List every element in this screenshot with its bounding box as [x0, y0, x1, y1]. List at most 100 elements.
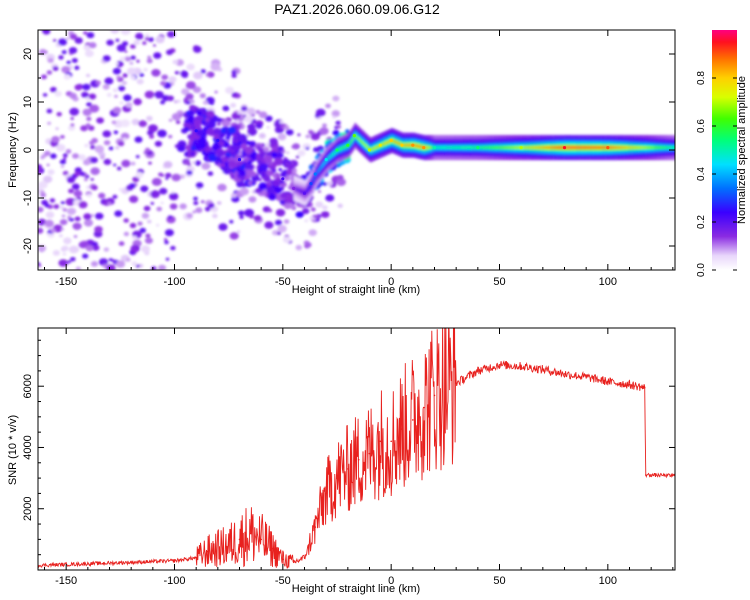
spec-blob — [165, 177, 169, 180]
spec-blob — [167, 95, 174, 102]
spec-blob — [61, 50, 67, 55]
spec-blob — [269, 137, 278, 145]
spec-band — [439, 146, 442, 149]
spec-blob — [52, 66, 59, 71]
spec-band — [619, 146, 622, 149]
snr-xtick-label: -50 — [275, 575, 291, 587]
spec-blob — [284, 203, 292, 210]
spec-blob — [50, 153, 57, 159]
spec-band — [543, 146, 546, 149]
spec-blob — [98, 258, 109, 266]
spec-blob — [302, 208, 310, 215]
spec-blob — [67, 260, 72, 264]
spec-band — [657, 146, 660, 149]
spec-blob — [66, 60, 71, 65]
spec-band — [425, 146, 428, 149]
spec-blob — [332, 130, 340, 136]
spec-blob — [277, 146, 284, 152]
snr-ytick-label: 4000 — [22, 435, 34, 459]
spec-band — [593, 146, 596, 149]
spec-blob — [114, 94, 118, 98]
spec-blob — [279, 120, 284, 124]
colorbar-label: Normalized spectral amplitude — [736, 76, 748, 224]
spec-blob — [102, 55, 111, 62]
spec-blob — [121, 159, 131, 168]
spec-band — [548, 146, 551, 149]
spec-band — [470, 146, 473, 149]
spec-xtick-label: -50 — [275, 276, 291, 288]
colorbar-ticks: 0.0 0.2 0.4 0.6 0.8 — [696, 71, 737, 277]
spec-band — [636, 146, 639, 149]
spec-band — [571, 146, 573, 149]
spec-band — [493, 146, 495, 149]
spec-band — [652, 146, 655, 149]
spec-band — [418, 145, 421, 148]
spec-blob — [202, 100, 209, 105]
snr-ytick-label: 6000 — [22, 374, 34, 398]
spec-band — [527, 146, 530, 149]
spec-blob — [70, 257, 76, 262]
spec-band — [487, 146, 490, 149]
spec-band — [307, 187, 310, 190]
spec-blob — [90, 167, 100, 175]
spec-blob — [207, 202, 215, 209]
spec-blob — [305, 146, 310, 150]
spec-blob — [315, 201, 324, 208]
spec-blob — [274, 219, 283, 226]
spec-blob — [63, 237, 72, 245]
spec-blob — [247, 129, 251, 133]
spec-blob — [148, 124, 158, 133]
spec-blob — [332, 115, 336, 119]
spec-blob — [90, 214, 95, 217]
spec-band — [331, 153, 334, 156]
spec-band — [461, 146, 464, 149]
spec-blob — [297, 203, 302, 208]
spec-ridge-point — [411, 143, 415, 147]
snr-data-point — [628, 383, 631, 386]
spec-blob — [82, 108, 92, 117]
spec-blob — [337, 174, 344, 181]
spec-blob — [92, 241, 98, 247]
snr-data-point — [466, 376, 468, 378]
spec-ridge-point — [606, 146, 610, 150]
spec-blob — [139, 73, 145, 77]
spec-band — [629, 146, 632, 149]
spec-band — [486, 146, 489, 149]
spec-blob — [345, 129, 350, 134]
spec-band — [463, 146, 466, 149]
spec-blob — [38, 167, 43, 175]
spec-blob — [205, 73, 210, 77]
snr-data-point — [368, 452, 371, 455]
spec-xtick-label: -100 — [163, 276, 185, 288]
spec-blob — [279, 179, 285, 184]
colorbar-tick-label: 0.4 — [696, 167, 707, 181]
spec-blob — [72, 153, 79, 159]
spec-blob — [60, 164, 65, 168]
spec-blob — [44, 219, 54, 228]
spec-blob — [266, 151, 272, 157]
spec-blob — [105, 264, 116, 270]
spec-band — [538, 146, 541, 149]
spec-blob — [255, 110, 261, 114]
spec-blob — [166, 49, 173, 56]
spec-blob — [129, 222, 137, 229]
spec-blob — [81, 91, 89, 98]
spec-blob — [191, 126, 195, 130]
spec-blob — [74, 65, 80, 70]
spec-blob — [56, 144, 66, 152]
snr-data-point — [585, 376, 587, 378]
spec-blob — [49, 198, 56, 203]
spec-blob — [183, 122, 189, 128]
spec-band — [671, 146, 674, 149]
spec-blob — [136, 59, 140, 63]
spec-band — [600, 146, 603, 149]
spec-band — [517, 146, 520, 149]
spec-band — [635, 146, 638, 149]
snr-data-point — [542, 368, 544, 371]
spec-blob — [120, 119, 130, 128]
spec-blob — [110, 30, 120, 34]
spec-blob — [183, 98, 189, 103]
spec-blob — [83, 45, 91, 51]
spec-blob — [210, 62, 221, 71]
spec-blob — [337, 203, 343, 208]
